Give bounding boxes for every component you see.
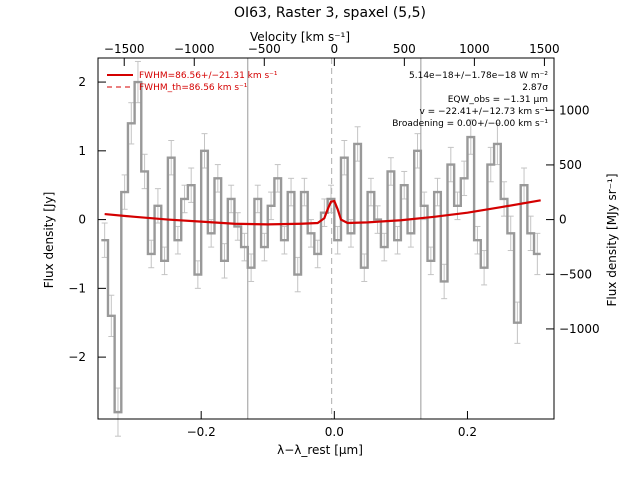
spectrum-step-line (101, 80, 541, 414)
right-tick-label-3: 500 (559, 158, 582, 172)
chart-title: OI63, Raster 3, spaxel (5,5) (234, 5, 426, 21)
top-axis-label: Velocity [km s⁻¹] (250, 30, 350, 44)
annotation-broadening: Broadening = 0.00+/−0.00 km s⁻¹ (392, 119, 548, 129)
x-tick-label-2: 0.2 (458, 425, 477, 439)
y-axis-label-left: Flux density [Jy] (42, 192, 56, 289)
y-tick-label-2: 0 (78, 213, 86, 227)
right-tick-label-2: 0 (559, 213, 567, 227)
top-tick-label-2: −500 (248, 42, 281, 56)
legend-label-fwhm: FWHM=86.56+/−21.31 km s⁻¹ (139, 71, 278, 81)
y-tick-label-1: −1 (68, 281, 86, 295)
plot-frame (97, 57, 555, 420)
top-tick-label-5: 1000 (459, 42, 490, 56)
top-tick-label-0: −1500 (104, 42, 145, 56)
legend: FWHM=86.56+/−21.31 km s⁻¹ FWHM_th=86.56 … (107, 71, 278, 93)
right-tick-label-4: 1000 (559, 103, 590, 117)
y-tick-label-3: 1 (78, 144, 86, 158)
legend-label-fwhm-th: FWHM_th=86.56 km s⁻¹ (139, 83, 248, 93)
fit-annotations: 5.14e−18+/−1.78e−18 W m⁻² 2.87σ EQW_obs … (392, 71, 548, 129)
top-tick-label-3: 0 (331, 42, 339, 56)
y-tick-label-0: −2 (68, 350, 86, 364)
x-tick-label-1: 0.0 (325, 425, 344, 439)
x-tick-label-0: −0.2 (187, 425, 216, 439)
annotation-line-flux: 5.14e−18+/−1.78e−18 W m⁻² (409, 71, 548, 81)
annotation-eqw: EQW_obs = −1.31 μm (448, 95, 548, 105)
x-axis-label: λ−λ_rest [μm] (277, 443, 363, 457)
annotation-velocity: v = −22.41+/−12.73 km s⁻¹ (419, 107, 548, 117)
model-fit-line (104, 199, 541, 226)
right-tick-label-0: −1000 (559, 322, 600, 336)
top-tick-label-6: 1500 (529, 42, 560, 56)
annotation-significance: 2.87σ (522, 83, 548, 93)
top-tick-label-1: −1000 (174, 42, 215, 56)
top-tick-label-4: 500 (393, 42, 416, 56)
y-axis-label-right: Flux density [MJy sr⁻¹] (605, 173, 619, 306)
y-tick-label-4: 2 (78, 75, 86, 89)
right-tick-label-1: −500 (559, 267, 592, 281)
